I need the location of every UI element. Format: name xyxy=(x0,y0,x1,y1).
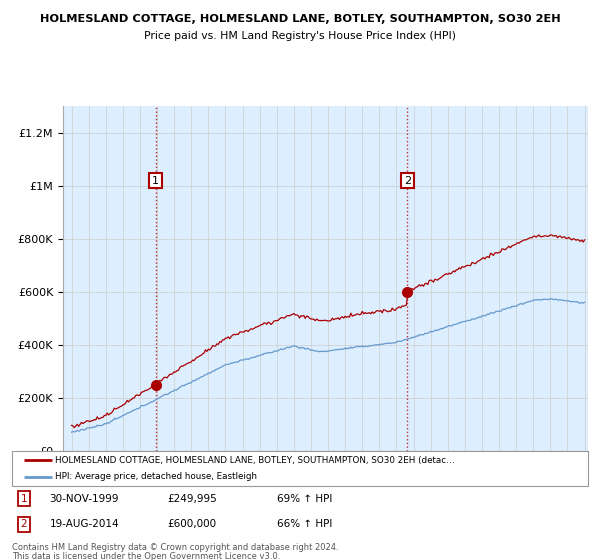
Text: HPI: Average price, detached house, Eastleigh: HPI: Average price, detached house, East… xyxy=(55,472,257,482)
Text: 1: 1 xyxy=(20,493,27,503)
Text: This data is licensed under the Open Government Licence v3.0.: This data is licensed under the Open Gov… xyxy=(12,552,280,560)
Text: 1: 1 xyxy=(152,176,159,185)
Text: 30-NOV-1999: 30-NOV-1999 xyxy=(49,493,119,503)
Text: £600,000: £600,000 xyxy=(167,519,217,529)
Text: 19-AUG-2014: 19-AUG-2014 xyxy=(49,519,119,529)
Text: 66% ↑ HPI: 66% ↑ HPI xyxy=(277,519,332,529)
Text: 2: 2 xyxy=(20,519,27,529)
FancyBboxPatch shape xyxy=(12,451,588,486)
Text: £249,995: £249,995 xyxy=(167,493,217,503)
Text: 69% ↑ HPI: 69% ↑ HPI xyxy=(277,493,332,503)
Text: 2: 2 xyxy=(404,176,411,185)
Text: HOLMESLAND COTTAGE, HOLMESLAND LANE, BOTLEY, SOUTHAMPTON, SO30 2EH (detac…: HOLMESLAND COTTAGE, HOLMESLAND LANE, BOT… xyxy=(55,456,455,465)
Text: HOLMESLAND COTTAGE, HOLMESLAND LANE, BOTLEY, SOUTHAMPTON, SO30 2EH: HOLMESLAND COTTAGE, HOLMESLAND LANE, BOT… xyxy=(40,14,560,24)
Text: Contains HM Land Registry data © Crown copyright and database right 2024.: Contains HM Land Registry data © Crown c… xyxy=(12,543,338,552)
Text: Price paid vs. HM Land Registry's House Price Index (HPI): Price paid vs. HM Land Registry's House … xyxy=(144,31,456,41)
